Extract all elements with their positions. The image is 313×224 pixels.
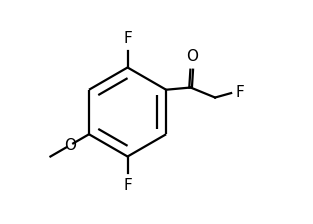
Text: F: F <box>236 85 244 100</box>
Text: O: O <box>64 138 76 153</box>
Text: F: F <box>123 31 132 46</box>
Text: O: O <box>186 49 198 64</box>
Text: F: F <box>123 178 132 193</box>
